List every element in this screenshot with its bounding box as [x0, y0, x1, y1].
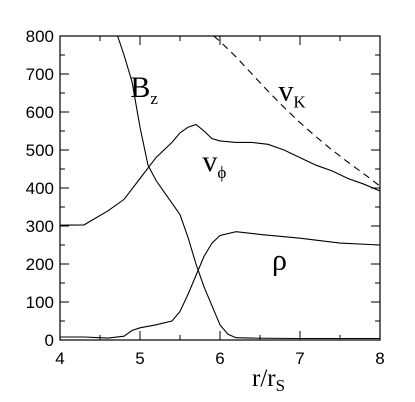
series-label-main: B — [130, 71, 150, 104]
series-label-main: v — [202, 145, 217, 178]
y-tick-label: 500 — [26, 141, 54, 160]
y-tick-label: 700 — [26, 65, 54, 84]
y-tick-label: 0 — [45, 331, 54, 350]
x-axis-title-main: r/r — [252, 365, 276, 392]
x-tick-label: 5 — [135, 349, 144, 368]
series-label-2: ρ — [272, 244, 287, 277]
ticks: 4 5 6 7 8 0 100 200 300 400 500 600 700 800 — [26, 27, 385, 368]
x-axis-title-sub: S — [276, 376, 285, 395]
series-label-sub: K — [293, 93, 306, 112]
series-label-3: vK — [278, 75, 306, 112]
x-axis-title: r/rS — [252, 365, 285, 395]
y-tick-label: 100 — [26, 293, 54, 312]
y-tick-label: 400 — [26, 179, 54, 198]
series-label-main: v — [278, 75, 293, 108]
x-tick-label: 8 — [375, 349, 384, 368]
x-tick-label: 7 — [295, 349, 304, 368]
series-label-sub: ϕ — [217, 163, 226, 182]
series-label-0: Bz — [130, 71, 158, 108]
series-label-1: vϕ — [202, 145, 226, 182]
plot-lines — [60, 36, 380, 340]
series-line-2 — [60, 231, 380, 339]
series-line-0 — [117, 36, 380, 340]
y-tick-label: 800 — [26, 27, 54, 46]
series-line-3 — [213, 36, 380, 187]
series-line-1 — [60, 123, 380, 226]
x-tick-label: 6 — [215, 349, 224, 368]
x-tick-label: 4 — [55, 349, 64, 368]
series-label-sub: z — [150, 89, 158, 108]
y-tick-label: 200 — [26, 255, 54, 274]
plot-frame — [59, 35, 381, 341]
y-tick-label: 300 — [26, 217, 54, 236]
series-label-main: ρ — [272, 244, 287, 277]
y-tick-label: 600 — [26, 103, 54, 122]
